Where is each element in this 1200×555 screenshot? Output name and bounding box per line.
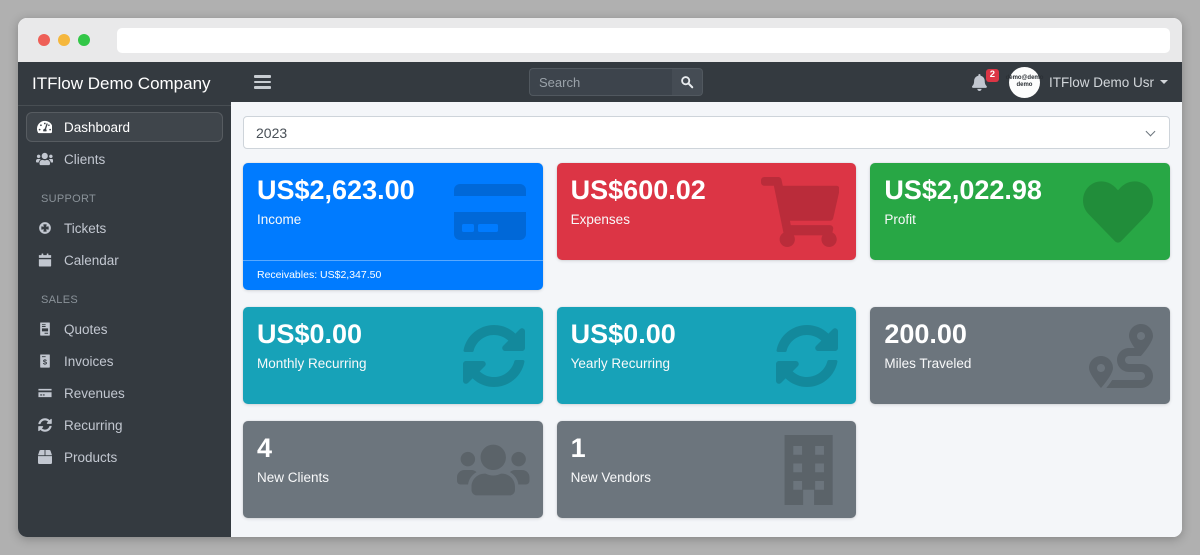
browser-window: ITFlow Demo Company Dashboard Clients SU… <box>18 18 1182 537</box>
sidebar-item-label: Dashboard <box>64 119 131 135</box>
search-form <box>529 68 703 96</box>
expenses-label: Expenses <box>570 212 630 228</box>
sidebar-item-clients[interactable]: Clients <box>26 144 223 174</box>
dashboard-content: 2023 US$2,623.00 Income Receivables: US$… <box>231 102 1182 537</box>
new-clients-value: 4 <box>257 433 273 463</box>
monthly-recurring-label: Monthly Recurring <box>257 356 367 372</box>
search-icon <box>680 75 694 89</box>
browser-chrome <box>18 18 1182 62</box>
user-menu-dropdown[interactable]: ITFlow Demo Usr <box>1049 75 1168 90</box>
main-column: 2 demo@demo demo ITFlow Demo Usr 2023 <box>231 62 1182 537</box>
monthly-recurring-card[interactable]: US$0.00 Monthly Recurring <box>243 307 543 404</box>
shopping-cart-icon <box>760 176 840 247</box>
income-receivables-footer: Receivables: US$2,347.50 <box>243 260 543 290</box>
search-input[interactable] <box>529 68 672 96</box>
box-icon <box>34 450 55 464</box>
notification-count-badge: 2 <box>985 68 999 82</box>
sync-icon <box>462 324 526 388</box>
sidebar-item-label: Clients <box>64 151 106 167</box>
top-navbar: 2 demo@demo demo ITFlow Demo Usr <box>231 62 1182 102</box>
income-card[interactable]: US$2,623.00 Income Receivables: US$2,347… <box>243 163 543 290</box>
minimize-window-button[interactable] <box>58 34 70 46</box>
sync-icon <box>775 324 839 388</box>
sidebar-item-revenues[interactable]: Revenues <box>26 378 223 408</box>
miles-traveled-card[interactable]: 200.00 Miles Traveled <box>870 307 1170 404</box>
sidebar: ITFlow Demo Company Dashboard Clients SU… <box>18 62 231 537</box>
traffic-lights <box>38 34 90 46</box>
tachometer-icon <box>34 120 55 134</box>
expenses-card[interactable]: US$600.02 Expenses <box>556 163 857 260</box>
money-check-icon <box>34 386 55 400</box>
sidebar-item-label: Recurring <box>64 417 123 433</box>
sidebar-nav: Dashboard Clients SUPPORT Tickets <box>18 106 231 480</box>
caret-down-icon <box>1160 80 1168 88</box>
sidebar-item-invoices[interactable]: $ Invoices <box>26 346 223 376</box>
heart-icon <box>1082 177 1153 247</box>
sidebar-section-sales: SALES <box>41 294 78 306</box>
sidebar-item-label: Revenues <box>64 385 125 401</box>
sidebar-item-recurring[interactable]: Recurring <box>26 410 223 440</box>
address-bar[interactable] <box>117 27 1170 53</box>
income-label: Income <box>257 212 302 228</box>
chevron-down-icon <box>1145 126 1156 137</box>
sidebar-item-products[interactable]: Products <box>26 442 223 472</box>
sync-icon <box>34 418 55 432</box>
building-icon <box>778 434 839 505</box>
new-clients-label: New Clients <box>257 470 330 486</box>
monthly-recurring-value: US$0.00 <box>257 319 363 349</box>
year-select[interactable]: 2023 <box>243 116 1170 149</box>
notifications-button[interactable]: 2 <box>972 68 999 91</box>
file-invoice-dollar-icon: $ <box>34 354 55 368</box>
yearly-recurring-card[interactable]: US$0.00 Yearly Recurring <box>556 307 857 404</box>
file-invoice-icon <box>34 322 55 336</box>
app-root: ITFlow Demo Company Dashboard Clients SU… <box>18 62 1182 537</box>
new-vendors-label: New Vendors <box>570 470 651 486</box>
sidebar-item-label: Tickets <box>64 220 107 236</box>
income-value: US$2,623.00 <box>257 175 415 205</box>
new-clients-card[interactable]: 4 New Clients <box>243 421 543 518</box>
svg-text:$: $ <box>42 358 47 367</box>
expenses-value: US$600.02 <box>570 175 706 205</box>
profit-value: US$2,022.98 <box>884 175 1042 205</box>
yearly-recurring-label: Yearly Recurring <box>570 356 670 372</box>
sidebar-item-label: Invoices <box>64 353 114 369</box>
avatar-text-bottom: demo <box>1016 82 1033 88</box>
sidebar-item-quotes[interactable]: Quotes <box>26 314 223 344</box>
stats-grid: US$2,623.00 Income Receivables: US$2,347… <box>243 163 1170 518</box>
search-button[interactable] <box>672 68 703 96</box>
brand-title: ITFlow Demo Company <box>18 62 231 106</box>
miles-traveled-label: Miles Traveled <box>884 356 972 372</box>
year-select-value: 2023 <box>256 124 288 141</box>
profit-card[interactable]: US$2,022.98 Profit <box>870 163 1170 260</box>
sidebar-item-dashboard[interactable]: Dashboard <box>26 112 223 142</box>
life-ring-icon <box>34 221 55 235</box>
close-window-button[interactable] <box>38 34 50 46</box>
users-icon <box>34 152 55 166</box>
route-icon <box>1088 323 1153 388</box>
avatar-text-top: demo@demo <box>1005 74 1044 81</box>
bell-icon <box>972 73 987 91</box>
sidebar-section-support: SUPPORT <box>41 193 97 205</box>
sidebar-item-label: Quotes <box>64 321 108 337</box>
sidebar-item-tickets[interactable]: Tickets <box>26 213 223 243</box>
sidebar-item-label: Calendar <box>64 252 119 268</box>
menu-toggle-button[interactable] <box>254 75 271 89</box>
yearly-recurring-value: US$0.00 <box>570 319 676 349</box>
miles-traveled-value: 200.00 <box>884 319 967 349</box>
credit-card-icon <box>453 180 526 244</box>
users-icon <box>457 441 530 499</box>
new-vendors-card[interactable]: 1 New Vendors <box>556 421 857 518</box>
sidebar-item-calendar[interactable]: Calendar <box>26 245 223 275</box>
zoom-window-button[interactable] <box>78 34 90 46</box>
calendar-icon <box>34 253 55 267</box>
sidebar-item-label: Products <box>64 449 118 465</box>
navbar-right: 2 demo@demo demo ITFlow Demo Usr <box>972 66 1168 98</box>
new-vendors-value: 1 <box>570 433 586 463</box>
user-name: ITFlow Demo Usr <box>1048 74 1154 90</box>
user-avatar[interactable]: demo@demo demo <box>1006 66 1043 98</box>
profit-label: Profit <box>884 212 916 228</box>
